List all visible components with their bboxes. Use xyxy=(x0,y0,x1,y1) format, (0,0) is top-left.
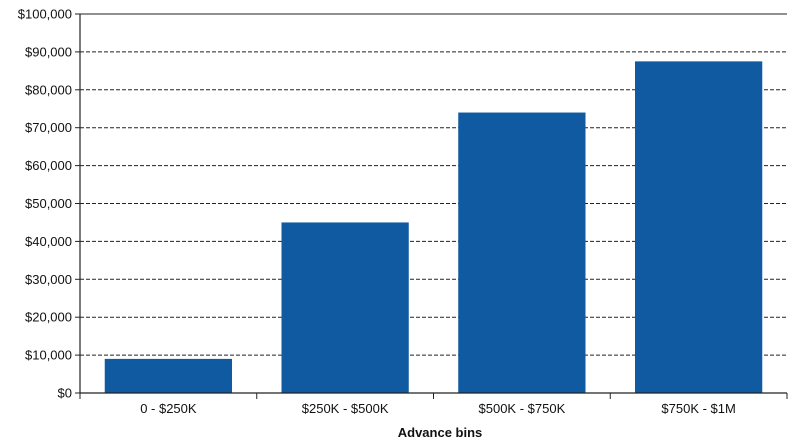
axes xyxy=(75,13,788,399)
x-tick-label: $750K - $1M xyxy=(661,401,735,416)
y-tick-label: $70,000 xyxy=(25,120,72,135)
x-tick-label: $250K - $500K xyxy=(302,401,389,416)
bar-1 xyxy=(281,222,409,393)
bar-0 xyxy=(104,358,233,393)
x-tick-label: 0 - $250K xyxy=(140,401,197,416)
y-tick-label: $40,000 xyxy=(25,234,72,249)
bar-2 xyxy=(458,112,586,393)
bar-3 xyxy=(634,61,763,393)
x-axis-title: Advance bins xyxy=(398,425,483,439)
bars xyxy=(104,61,763,393)
y-tick-label: $60,000 xyxy=(25,158,72,173)
x-tick-labels: 0 - $250K $250K - $500K $500K - $750K $750K… xyxy=(140,401,736,416)
y-tick-label: $50,000 xyxy=(25,196,72,211)
y-tick-labels: $0 $10,000 $20,000 $30,000 $40,000 $50,000 $60… xyxy=(18,7,72,401)
y-tick-label: $90,000 xyxy=(25,44,72,59)
y-tick-label: $0 xyxy=(58,386,72,401)
y-tick-label: $100,000 xyxy=(18,7,72,22)
y-tick-label: $30,000 xyxy=(25,272,72,287)
y-tick-label: $80,000 xyxy=(25,82,72,97)
x-tick-label: $500K - $750K xyxy=(479,401,566,416)
y-tick-label: $20,000 xyxy=(25,310,72,325)
y-tick-label: $10,000 xyxy=(25,348,72,363)
